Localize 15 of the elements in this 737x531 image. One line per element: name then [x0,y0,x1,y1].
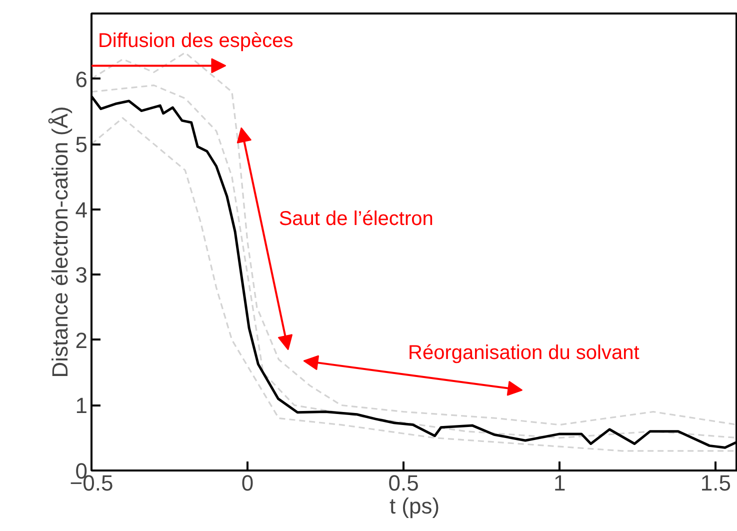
y-tick-label: 3 [75,262,88,288]
x-tick-label: 0 [241,470,254,496]
x-axis-title: t (ps) [389,494,440,518]
annotation: Saut de l’électron [278,208,434,230]
x-tick-label: 1 [554,470,566,496]
y-tick-label: 6 [75,66,88,92]
annotation: Diffusion des espèces [98,30,294,52]
y-axis-title: Distance électron-cation (Å) [47,106,72,378]
y-tick-label: 1 [75,393,88,418]
x-tick-label: 1.5 [700,470,731,496]
x-tick-label: 0.5 [388,470,419,496]
annotation: Réorganisation du solvant [408,342,640,364]
y-tick-label: 2 [75,328,88,353]
y-tick-label: 5 [75,132,88,158]
y-tick-label: 4 [75,197,88,222]
